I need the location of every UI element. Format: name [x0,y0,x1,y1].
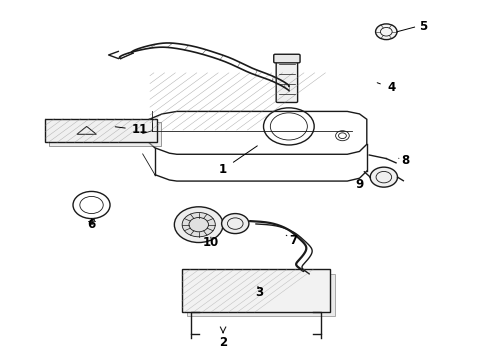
Circle shape [182,212,215,237]
Circle shape [221,213,249,234]
Polygon shape [182,269,330,312]
Text: 6: 6 [87,218,96,231]
Circle shape [370,167,397,187]
Polygon shape [187,274,335,316]
FancyBboxPatch shape [276,59,297,103]
Polygon shape [45,118,157,143]
Text: 11: 11 [115,123,148,136]
Text: 1: 1 [219,146,257,176]
Text: 7: 7 [286,234,298,247]
Text: 2: 2 [219,336,227,349]
Text: 9: 9 [355,177,370,191]
FancyBboxPatch shape [274,54,300,63]
Circle shape [375,24,397,40]
Text: 5: 5 [419,20,428,33]
Text: 8: 8 [399,154,410,167]
Polygon shape [49,122,161,146]
Text: 3: 3 [256,286,264,299]
Text: 10: 10 [203,236,219,249]
Circle shape [174,207,223,243]
Text: 4: 4 [377,81,395,94]
